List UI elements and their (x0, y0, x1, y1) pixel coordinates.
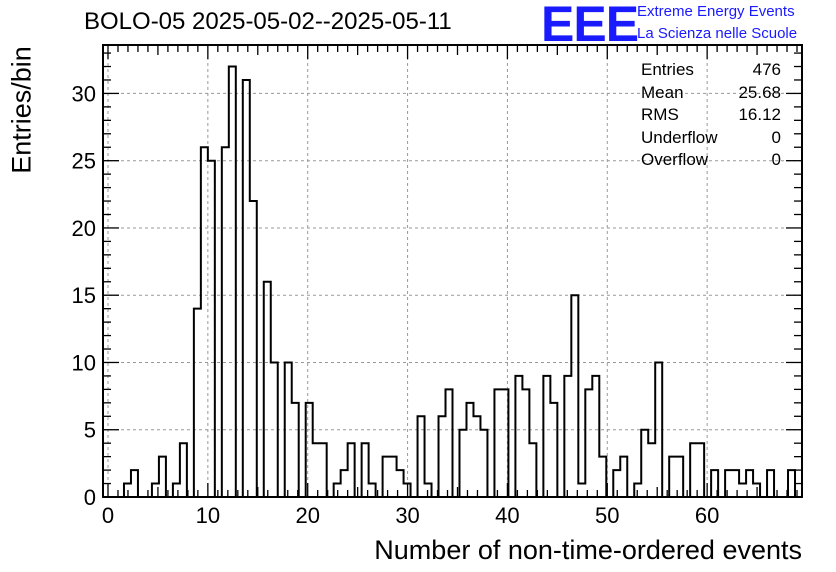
histogram-bin (578, 484, 585, 497)
logo-line-2: La Scienza nelle Scuole (637, 25, 798, 42)
stat-overflow: Overflow 0 (641, 150, 781, 169)
histogram-bin (341, 470, 348, 497)
histogram-bin (243, 80, 250, 497)
histogram-bin (599, 457, 606, 497)
histogram-bin (173, 484, 180, 497)
histogram-bin (383, 457, 390, 497)
histogram-bin (480, 430, 487, 497)
histogram-bin (473, 416, 480, 497)
histogram-bin (306, 403, 313, 497)
y-tick-label: 0 (84, 485, 96, 510)
histogram-bin (194, 309, 201, 497)
stat-entries: Entries 476 (641, 60, 781, 79)
x-tick-label: 0 (102, 503, 114, 528)
histogram-bin (208, 161, 215, 497)
x-tick-label: 30 (395, 503, 419, 528)
x-axis-label: Number of non-time-ordered events (374, 535, 802, 565)
histogram-bin (669, 457, 676, 497)
histogram-bin (732, 470, 739, 497)
x-tick-label: 50 (595, 503, 619, 528)
histogram-bin (201, 147, 208, 497)
histogram-bin (222, 147, 229, 497)
x-tick-label: 20 (295, 503, 319, 528)
histogram-bin (550, 403, 557, 497)
y-tick-label: 30 (72, 81, 96, 106)
y-tick-label: 15 (72, 283, 96, 308)
histogram-bin (620, 457, 627, 497)
histogram-bin (571, 295, 578, 497)
histogram-bin (313, 443, 320, 497)
stats-box: Entries 476 Mean 25.68 RMS 16.12 Underflow 0… (641, 59, 781, 172)
histogram-bin (592, 376, 599, 497)
histogram-bin (529, 443, 536, 497)
eee-logo: EEE (541, 0, 639, 52)
histogram-bin (655, 362, 662, 497)
x-tick-label: 40 (495, 503, 519, 528)
histogram-bin (159, 457, 166, 497)
histogram-bin (515, 376, 522, 497)
stat-rms: RMS 16.12 (641, 105, 781, 124)
histogram-bin (543, 376, 550, 497)
chart-title: BOLO-05 2025-05-02--2025-05-11 (84, 8, 452, 35)
histogram-bin (466, 403, 473, 497)
histogram-bin (522, 389, 529, 497)
histogram-bin (739, 484, 746, 497)
histogram-bin (320, 443, 327, 497)
stat-underflow: Underflow 0 (641, 127, 781, 147)
histogram-bin (418, 416, 425, 497)
histogram-bin (788, 470, 795, 497)
histogram-bin (446, 389, 453, 497)
histogram-bin (697, 443, 704, 497)
histogram-bin (564, 376, 571, 497)
histogram-bin (641, 430, 648, 497)
histogram-bin (648, 443, 655, 497)
stat-mean: Mean 25.68 (641, 82, 781, 102)
histogram-bin (690, 443, 697, 497)
x-tick-label: 10 (196, 503, 220, 528)
histogram-bin (494, 389, 501, 497)
y-tick-label: 5 (84, 418, 96, 443)
y-tick-label: 25 (72, 149, 96, 174)
histogram-bin (369, 484, 376, 497)
y-axis-label: Entries/bin (6, 46, 37, 174)
histogram-bin (180, 443, 187, 497)
histogram-bin (285, 362, 292, 497)
x-tick-label: 60 (695, 503, 719, 528)
histogram-bin (250, 201, 257, 497)
histogram-bin (271, 362, 278, 497)
histogram-bin (362, 443, 369, 497)
histogram-bin (585, 389, 592, 497)
histogram-bin (390, 457, 397, 497)
histogram-bin (264, 282, 271, 497)
histogram-bin (439, 416, 446, 497)
logo-line-1: Extreme Energy Events (637, 3, 795, 20)
histogram-bin (348, 443, 355, 497)
histogram-bin (725, 470, 732, 497)
histogram-bin (767, 470, 774, 497)
histogram-bin (459, 430, 466, 497)
y-tick-label: 20 (72, 216, 96, 241)
y-tick-label: 10 (72, 350, 96, 375)
histogram-bin (292, 403, 299, 497)
plot-frame (102, 44, 803, 498)
histogram-bin (131, 470, 138, 497)
histogram-bin (229, 67, 236, 497)
histogram-bin (501, 389, 508, 497)
